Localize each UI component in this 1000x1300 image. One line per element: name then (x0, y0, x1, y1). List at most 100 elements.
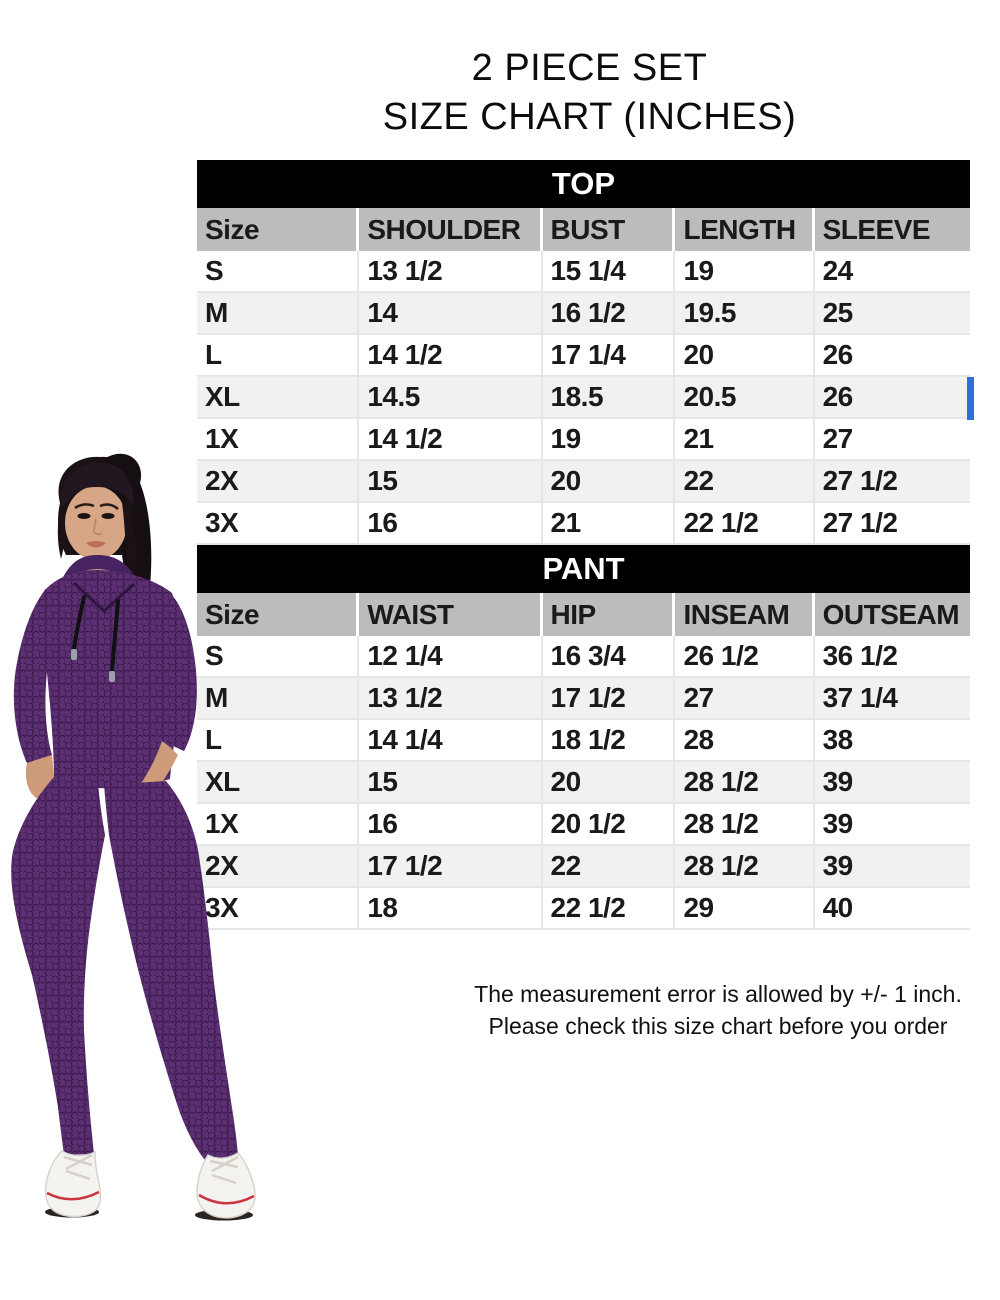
table-row: 2X 17 1/2 22 28 1/2 39 (197, 846, 970, 888)
table-row: S 13 1/2 15 1/4 19 24 (197, 251, 970, 293)
cell-selection-artifact (967, 377, 974, 420)
table-body: S 12 1/4 16 3/4 26 1/2 36 1/2 M 13 1/2 17 1/2 27… (197, 636, 970, 930)
table-cell: 18 (359, 888, 543, 928)
table-cell: 14 1/2 (359, 419, 543, 459)
column-header-row: Size WAIST HIP INSEAM OUTSEAM (197, 593, 970, 636)
table-cell: 21 (675, 419, 815, 459)
column-header-cell: LENGTH (675, 208, 815, 251)
table-row: S 12 1/4 16 3/4 26 1/2 36 1/2 (197, 636, 970, 678)
size-label-cell: L (197, 720, 360, 760)
model-leggings (11, 777, 238, 1161)
table-row: XL 14.5 18.5 20.5 26 (197, 377, 970, 419)
pant-size-table: PANT Size WAIST HIP INSEAM OUTSEAM S 12 1/4 16… (197, 545, 970, 930)
measurement-note-line1: The measurement error is allowed by +/- … (474, 981, 962, 1007)
model-photo (11, 453, 256, 1221)
table-cell: 28 1/2 (675, 804, 815, 844)
page-title: 2 PIECE SET SIZE CHART (INCHES) (197, 44, 982, 142)
table-cell: 20 (675, 335, 815, 375)
table-cell: 20 (543, 762, 676, 802)
table-row: M 13 1/2 17 1/2 27 37 1/4 (197, 678, 970, 720)
size-label-cell: 1X (197, 804, 360, 844)
table-cell: 39 (822, 808, 854, 839)
model-hoodie (13, 555, 197, 789)
table-cell: 36 1/2 (822, 640, 898, 671)
table-cell: 27 1/2 (822, 465, 898, 496)
column-header-cell: BUST (542, 208, 676, 251)
table-cell: 17 1/4 (543, 335, 676, 375)
table-cell: 16 (359, 503, 543, 543)
table-cell: 37 1/4 (822, 682, 898, 713)
table-cell: 22 1/2 (675, 503, 815, 543)
table-cell: 13 1/2 (359, 251, 543, 291)
size-label-cell: M (197, 293, 360, 333)
size-label-cell: 1X (197, 419, 360, 459)
table-cell: 14 1/2 (359, 335, 543, 375)
table-cell: 16 3/4 (543, 636, 676, 676)
table-row: 2X 15 20 22 27 1/2 (197, 461, 970, 503)
size-label-cell: XL (197, 762, 360, 802)
table-cell: 26 1/2 (675, 636, 815, 676)
model-drawstrings (71, 595, 120, 682)
section-header-top: TOP (197, 160, 970, 208)
column-header-cell: INSEAM (675, 593, 815, 636)
page-title-line1: 2 PIECE SET (471, 47, 708, 89)
table-cell: 15 (359, 762, 543, 802)
size-label-cell: 3X (197, 888, 360, 928)
table-cell: 16 (359, 804, 543, 844)
column-header-cell: Size (197, 593, 360, 636)
table-cell: 21 (543, 503, 676, 543)
top-size-table: TOP Size SHOULDER BUST LENGTH SLEEVE S 13 1/2… (197, 160, 974, 545)
table-cell: 25 (822, 297, 854, 328)
table-row: L 14 1/2 17 1/4 20 26 (197, 335, 970, 377)
column-header-cell: SLEEVE (814, 208, 970, 251)
table-cell: 18 1/2 (543, 720, 676, 760)
table-cell: 39 (822, 766, 854, 797)
table-cell: 24 (822, 255, 854, 286)
table-cell: 22 (543, 846, 676, 886)
table-body: S 13 1/2 15 1/4 19 24 M 14 16 1/2 19.5 25 L 14 1/2 1… (197, 251, 970, 545)
column-header-row: Size SHOULDER BUST LENGTH SLEEVE (197, 208, 970, 251)
size-label-cell: 2X (197, 461, 360, 501)
table-cell: 19.5 (675, 293, 815, 333)
table-row: 1X 16 20 1/2 28 1/2 39 (197, 804, 970, 846)
table-cell: 26 (822, 381, 854, 412)
size-label-cell: 3X (197, 503, 360, 543)
table-cell: 19 (543, 419, 676, 459)
table-row: 3X 16 21 22 1/2 27 1/2 (197, 503, 970, 545)
table-cell: 17 1/2 (543, 678, 676, 718)
table-row: 1X 14 1/2 19 21 27 (197, 419, 970, 461)
table-cell: 39 (822, 850, 854, 881)
size-label-cell: M (197, 678, 360, 718)
table-cell: 19 (675, 251, 815, 291)
table-cell: 28 1/2 (675, 762, 815, 802)
column-header-cell: WAIST (359, 593, 543, 636)
page-title-line2: SIZE CHART (INCHES) (382, 96, 797, 138)
table-cell: 14.5 (359, 377, 543, 417)
table-cell: 15 1/4 (543, 251, 676, 291)
table-cell: 20 1/2 (543, 804, 676, 844)
table-row: XL 15 20 28 1/2 39 (197, 762, 970, 804)
column-header-cell: OUTSEAM (814, 593, 970, 636)
column-header-cell: HIP (542, 593, 676, 636)
table-cell: 40 (822, 892, 854, 923)
column-header-cell: SHOULDER (359, 208, 543, 251)
column-header-cell: Size (197, 208, 360, 251)
model-sneaker-left (44, 1150, 102, 1218)
model-hair-front (61, 462, 136, 581)
table-cell: 27 (822, 423, 854, 454)
table-row: M 14 16 1/2 19.5 25 (197, 293, 970, 335)
table-cell: 20.5 (675, 377, 815, 417)
table-cell: 18.5 (543, 377, 676, 417)
section-title: TOP (551, 166, 616, 201)
table-cell: 27 1/2 (822, 507, 898, 538)
size-label-cell: S (197, 636, 360, 676)
table-cell: 15 (359, 461, 543, 501)
section-header-pant: PANT (197, 545, 970, 593)
table-cell: 17 1/2 (359, 846, 543, 886)
table-cell: 28 (675, 720, 815, 760)
measurement-note: The measurement error is allowed by +/- … (430, 978, 1000, 1042)
table-cell: 13 1/2 (359, 678, 543, 718)
table-cell: 22 1/2 (543, 888, 676, 928)
table-cell: 28 1/2 (675, 846, 815, 886)
table-cell: 16 1/2 (543, 293, 676, 333)
